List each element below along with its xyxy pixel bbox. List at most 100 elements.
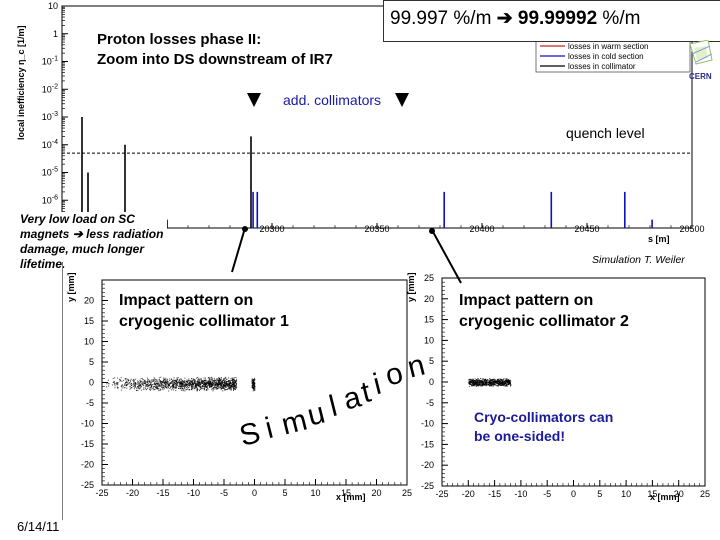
x-tick-label: -25 — [435, 489, 448, 499]
impact-point — [160, 383, 162, 385]
impact-point — [187, 383, 189, 385]
impact-point — [501, 384, 503, 386]
impact-point — [485, 382, 487, 384]
y-tick-label: 10-2 — [42, 83, 58, 94]
x-tick-label: 5 — [282, 488, 287, 498]
impact-point — [219, 379, 221, 381]
impact-point — [489, 380, 491, 382]
impact-point — [254, 379, 256, 381]
impact-point — [158, 383, 160, 385]
y-tick-label: -25 — [421, 481, 434, 491]
x-tick-label: -20 — [462, 489, 475, 499]
impact-point — [219, 380, 221, 381]
impact-point — [482, 384, 484, 385]
impact-point — [231, 381, 233, 383]
impact-point — [205, 384, 207, 386]
impact-point — [152, 379, 154, 381]
impact-point — [192, 379, 194, 381]
y-tick-label: 15 — [84, 316, 94, 326]
impact-point — [216, 386, 218, 388]
impact-point — [218, 378, 220, 380]
impact-point — [235, 377, 237, 378]
impact-point — [203, 386, 205, 387]
impact-point — [120, 380, 122, 382]
impact-point — [490, 384, 492, 386]
impact-point — [231, 385, 233, 387]
impact-point — [176, 384, 177, 385]
impact-point — [222, 381, 224, 383]
impact-point — [157, 380, 159, 382]
impact-point — [180, 382, 182, 384]
impact-point — [172, 379, 174, 381]
impact-point — [481, 385, 483, 387]
impact-point — [503, 383, 505, 385]
impact-point — [203, 388, 205, 389]
impact-point — [236, 380, 238, 382]
impact-point — [253, 379, 255, 381]
impact-point — [251, 383, 253, 385]
x-tick-label: 25 — [402, 488, 412, 498]
impact-point — [177, 377, 179, 378]
impact-point — [195, 383, 197, 385]
y-tick-label: -5 — [426, 398, 434, 408]
impact-point — [163, 381, 165, 383]
impact-point — [157, 381, 159, 383]
impact-point — [166, 387, 168, 389]
impact-point — [128, 379, 130, 381]
down-triangle-icon — [395, 93, 409, 107]
impact-point — [136, 387, 137, 389]
impact-point — [487, 384, 489, 386]
impact-point — [214, 380, 216, 382]
impact-point — [196, 383, 198, 385]
impact-point — [487, 381, 489, 383]
impact-point — [219, 378, 221, 379]
impact-point — [135, 378, 137, 380]
impact-point — [192, 386, 194, 388]
impact-point — [502, 379, 504, 381]
impact-plot-2-ylabel: y [mm] — [406, 272, 416, 302]
impact-point — [504, 385, 506, 387]
impact-point — [486, 382, 488, 384]
impact-point — [223, 387, 225, 389]
slide-title-line2: Zoom into DS downstream of IR7 — [97, 51, 333, 68]
impact-point — [471, 383, 473, 385]
impact-point — [194, 380, 195, 382]
impact-point — [164, 379, 166, 381]
impact-point — [498, 382, 500, 384]
impact-point — [194, 387, 196, 389]
y-tick-label: 10 — [84, 337, 94, 347]
impact-point — [151, 386, 153, 387]
impact-point — [494, 381, 496, 383]
impact-point — [202, 383, 204, 385]
impact-point — [474, 383, 476, 385]
impact-point — [165, 377, 167, 379]
impact-point — [199, 381, 201, 383]
impact-point — [507, 382, 509, 384]
impact-point — [188, 384, 190, 386]
impact-point — [143, 383, 145, 385]
x-tick-label: 20 — [371, 488, 381, 498]
y-tick-label: 25 — [424, 273, 434, 283]
impact-point — [172, 386, 174, 388]
impact-point — [116, 383, 118, 385]
impact-point — [224, 381, 226, 383]
impact-point — [127, 378, 129, 380]
impact-point — [178, 388, 180, 389]
impact-point — [499, 381, 501, 382]
impact-point — [179, 380, 181, 382]
right-arrow-icon: ➔ — [496, 8, 513, 29]
impact-point — [211, 377, 213, 379]
impact-point — [499, 381, 500, 383]
impact-point — [469, 381, 471, 383]
impact-point — [253, 385, 255, 387]
impact-point — [163, 377, 165, 379]
loss-map-ylabel: local inefficiency η_c [1/m] — [16, 25, 26, 140]
impact-point — [485, 380, 487, 382]
impact-point — [220, 385, 222, 387]
impact-point — [162, 385, 164, 387]
y-tick-label: 20 — [84, 296, 94, 306]
impact-point — [173, 386, 175, 388]
impact-point — [510, 380, 512, 382]
impact-point — [172, 380, 174, 382]
